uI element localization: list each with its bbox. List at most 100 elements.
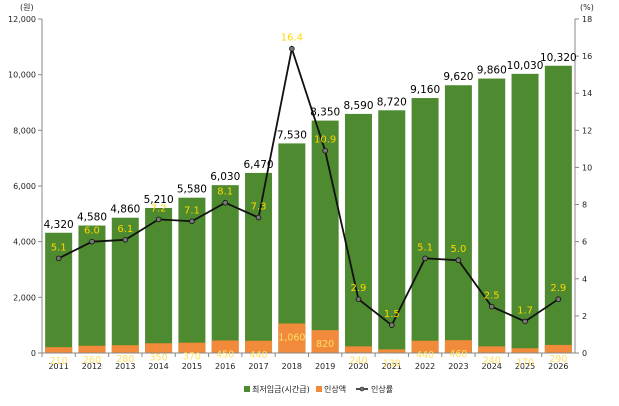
wage-value-label: 9,160 [410,84,440,96]
increase-value-label: 370 [183,352,201,363]
increase-bar-2025 [511,348,539,353]
labels-layer: 4,320 210 5.1 4,580 260 6.0 4,860 280 6.1 5,210 35… [44,33,577,370]
right-tick-label: 6 [582,238,587,247]
left-tick-label: 2,000 [13,293,36,302]
rate-point-2011 [55,255,62,262]
rate-point-2019 [322,147,328,154]
rate-value-label: 2.5 [484,291,500,302]
legend-label-rate: 인상률 [371,384,393,394]
rate-value-label: 5.0 [450,244,466,255]
increase-value-label: 210 [50,356,68,367]
wage-bar-2011 [45,232,73,353]
rate-value-label: 8.1 [217,187,233,198]
left-tick-label: 12,000 [8,15,36,24]
axes-layer: 0 2,000 4,000 6,000 8,000 10,000 12,000 0 2 4 6 8 10… [8,3,594,371]
right-tick-label: 16 [582,52,592,61]
increase-bar-2014 [145,343,173,353]
rate-value-label: 2.9 [351,283,367,294]
wage-bar-2014 [145,207,173,353]
rate-point-2023 [455,257,462,264]
rate-value-label: 16.4 [281,33,303,44]
wage-bar-2025 [511,73,539,353]
increase-bar-2013 [111,345,139,353]
wage-value-label: 8,720 [377,96,407,108]
rate-point-2014 [155,216,162,223]
legend: 최저임금(시간급) 인상액 인상률 [244,384,393,394]
increase-bar-2015 [178,342,206,353]
increase-bar-2012 [78,345,106,353]
right-tick-label: 4 [582,275,587,284]
rate-value-label: 2.9 [550,283,566,294]
wage-value-label: 5,580 [177,184,207,196]
increase-value-label: 460 [449,349,467,360]
increase-bar-2011 [45,347,73,353]
wage-value-label: 5,210 [144,194,174,206]
rate-line-layer [55,45,562,328]
wage-value-label: 4,860 [110,204,140,216]
x-tick-label: 2015 [182,362,202,371]
increase-bar-2017 [245,340,273,353]
wage-value-label: 6,030 [210,171,240,183]
x-tick-label: 2011 [48,362,68,371]
rate-value-label: 7.3 [251,202,267,213]
x-tick-label: 2013 [115,362,135,371]
wage-value-label: 10,030 [507,60,544,72]
rate-value-label: 6.1 [117,224,133,235]
rate-value-label: 1.7 [517,305,533,316]
rate-value-label: 5.1 [51,242,67,253]
wage-value-label: 8,350 [310,107,340,119]
rate-value-label: 6.0 [84,226,100,237]
wage-bar-2016 [211,185,239,353]
increase-bar-2022 [411,340,439,353]
increase-value-label: 450 [216,349,234,360]
x-tick-label: 2021 [382,362,402,371]
increase-value-label: 290 [549,354,567,365]
right-tick-label: 0 [582,349,587,358]
increase-value-label: 280 [116,354,134,365]
right-tick-label: 14 [582,89,592,98]
wage-bar-2017 [245,172,273,353]
wage-value-label: 7,530 [277,129,307,141]
legend-swatch-increase [316,386,322,392]
increase-value-label: 1,060 [278,332,305,343]
left-tick-label: 4,000 [13,238,36,247]
rate-point-2013 [122,237,129,243]
x-tick-label: 2014 [148,362,168,371]
x-tick-label: 2026 [548,362,568,371]
increase-value-label: 440 [416,350,434,361]
rate-value-label: 7.2 [151,203,167,214]
legend-swatch-rate-point [359,386,365,392]
wage-value-label: 10,320 [540,52,577,64]
rate-point-2017 [255,214,262,221]
x-tick-label: 2012 [82,362,102,371]
increase-bar-2026 [544,344,572,353]
wage-bar-2026 [544,65,572,353]
right-tick-label: 2 [582,312,587,321]
increase-bar-2024 [478,346,506,353]
wage-value-label: 8,590 [343,100,373,112]
rate-point-2026 [555,296,562,302]
rate-point-2025 [522,318,528,325]
right-axis-unit: (%) [580,3,594,12]
right-tick-label: 18 [582,15,592,24]
wage-bar-2021 [378,110,406,353]
legend-label-increase: 인상액 [324,384,346,394]
left-tick-label: 6,000 [13,182,36,191]
rate-point-2021 [388,322,395,328]
wage-bar-2012 [78,225,106,353]
wage-value-label: 4,320 [44,219,74,231]
x-tick-label: 2024 [482,362,502,371]
wage-value-label: 6,470 [244,159,274,171]
legend-swatch-wage [244,386,250,392]
increase-value-label: 820 [316,339,334,350]
x-tick-label: 2018 [282,362,302,371]
rate-point-2015 [189,218,195,225]
wage-bar-2018 [278,143,306,353]
left-tick-label: 10,000 [8,71,36,80]
x-tick-label: 2022 [415,362,435,371]
increase-bar-2021 [378,349,406,353]
left-tick-label: 8,000 [13,126,36,135]
left-tick-label: 0 [31,349,36,358]
increase-value-label: 130 [383,358,401,369]
